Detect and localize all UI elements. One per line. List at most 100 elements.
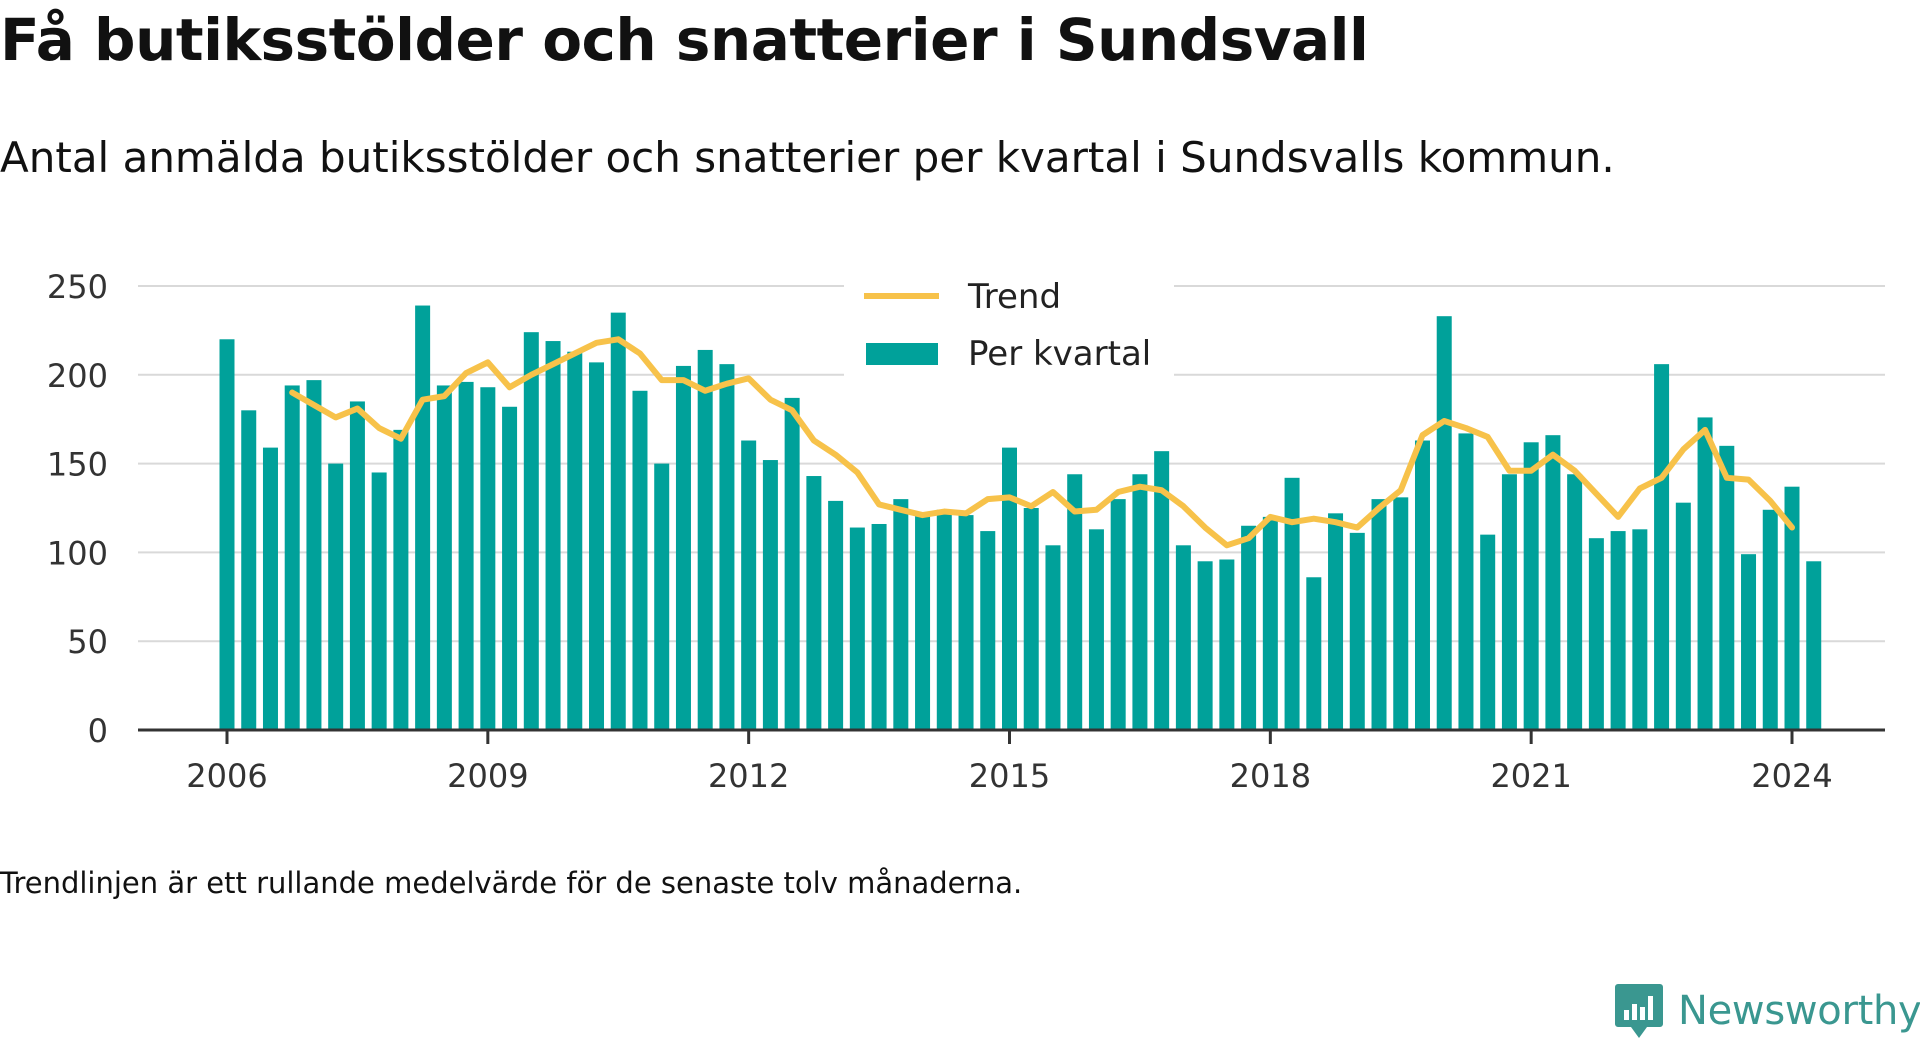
bar xyxy=(241,410,257,730)
bar xyxy=(284,385,300,730)
bar xyxy=(1284,477,1300,730)
brand-logo: Newsworthy xyxy=(1614,982,1920,1040)
bar xyxy=(762,460,778,730)
y-axis-tick-labels: 0 50 100 150 200 250 xyxy=(47,268,108,750)
legend-background xyxy=(844,272,1174,384)
bar xyxy=(1110,499,1126,730)
bar xyxy=(915,515,931,730)
bar xyxy=(219,339,235,730)
bar xyxy=(567,351,583,730)
x-tick-label: 2009 xyxy=(447,757,528,795)
bar xyxy=(523,332,539,730)
bar xyxy=(828,500,844,730)
bar xyxy=(1654,364,1670,730)
bar xyxy=(306,380,322,730)
legend-bar-label: Per kvartal xyxy=(968,334,1151,374)
bar xyxy=(1675,502,1691,730)
y-tick-label: 50 xyxy=(67,623,108,661)
bar xyxy=(545,341,561,730)
bar xyxy=(610,312,626,730)
bar xyxy=(958,515,974,730)
newsworthy-logo-icon xyxy=(1615,984,1663,1038)
bar xyxy=(1545,435,1561,730)
bar xyxy=(502,406,518,730)
bar xyxy=(262,447,278,730)
x-axis-ticks: 2006 2009 2012 2015 2018 2021 2024 xyxy=(186,730,1833,795)
bar xyxy=(1806,561,1822,730)
bar xyxy=(741,440,757,730)
bar xyxy=(1784,486,1800,730)
x-tick-label: 2015 xyxy=(969,757,1050,795)
bar xyxy=(1523,442,1539,730)
bar xyxy=(1197,561,1213,730)
bar xyxy=(1002,447,1017,730)
bar xyxy=(1262,516,1278,730)
bar xyxy=(1436,316,1452,730)
bar xyxy=(1697,417,1713,730)
bars xyxy=(219,305,1822,730)
bar xyxy=(436,385,452,730)
bar xyxy=(1175,545,1191,730)
bar xyxy=(1067,474,1083,730)
bar xyxy=(1371,499,1387,730)
bar xyxy=(1480,534,1496,730)
y-tick-label: 250 xyxy=(47,268,108,306)
bar xyxy=(1393,497,1409,730)
trend-line xyxy=(289,336,1795,549)
trend-line-layer xyxy=(289,336,1795,549)
chart-subtitle: Antal anmälda butiksstölder och snatteri… xyxy=(0,133,1615,182)
bar xyxy=(1349,532,1365,730)
y-tick-label: 150 xyxy=(47,446,108,484)
bar xyxy=(871,523,887,730)
bar xyxy=(1458,433,1474,730)
bar xyxy=(589,362,605,730)
bar xyxy=(415,305,431,730)
bar xyxy=(1306,577,1322,730)
bar xyxy=(1219,559,1235,730)
chart-title: Få butiksstölder och snatterier i Sundsv… xyxy=(0,6,1369,74)
legend-trend-label: Trend xyxy=(967,277,1061,317)
x-tick-label: 2021 xyxy=(1490,757,1571,795)
x-tick-label: 2006 xyxy=(186,757,267,795)
bar xyxy=(1241,525,1257,730)
bar xyxy=(393,429,409,730)
legend-bar-swatch xyxy=(866,343,938,365)
bar xyxy=(1762,509,1778,730)
bar xyxy=(936,509,952,730)
bar xyxy=(893,499,909,730)
bar xyxy=(1045,545,1061,730)
bar xyxy=(980,531,996,730)
bar xyxy=(1328,513,1344,730)
y-tick-label: 100 xyxy=(47,534,108,572)
bar xyxy=(1632,529,1648,730)
bar xyxy=(1154,451,1170,730)
brand-name: Newsworthy xyxy=(1678,988,1920,1034)
bar xyxy=(675,365,691,730)
bar xyxy=(371,472,387,730)
y-tick-label: 0 xyxy=(88,712,108,750)
bar xyxy=(632,390,648,730)
bar xyxy=(458,381,474,730)
legend: Trend Per kvartal xyxy=(844,272,1174,384)
bar xyxy=(697,349,713,730)
bar xyxy=(1567,474,1583,730)
bar xyxy=(1741,554,1757,730)
bar xyxy=(719,364,735,730)
bar xyxy=(1132,474,1148,730)
chart: 0 50 100 150 200 250 2006 2009 2012 2015 2018 2021… xyxy=(47,268,1885,795)
bar xyxy=(1610,531,1626,730)
bar xyxy=(1088,529,1104,730)
bar xyxy=(480,387,496,730)
bar xyxy=(1588,538,1604,730)
bar xyxy=(1023,508,1039,730)
x-tick-label: 2012 xyxy=(708,757,789,795)
bar xyxy=(806,476,822,730)
bar xyxy=(349,401,365,730)
bar xyxy=(328,463,344,730)
bar xyxy=(1719,445,1735,730)
bar xyxy=(784,397,800,730)
x-tick-label: 2018 xyxy=(1230,757,1311,795)
bar xyxy=(654,463,670,730)
bar xyxy=(849,527,865,730)
bar xyxy=(1414,440,1430,730)
